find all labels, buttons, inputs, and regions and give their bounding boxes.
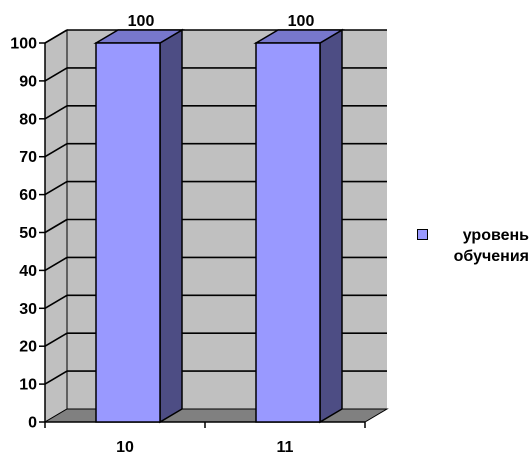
gridline-side	[44, 370, 68, 385]
gridline-side	[44, 143, 68, 158]
x-tick-label: 11	[277, 439, 294, 456]
y-tick-label: 0	[28, 415, 37, 432]
bar-side	[319, 28, 343, 424]
legend-label: уровень обучения	[453, 227, 529, 265]
gridline-side	[44, 294, 68, 309]
bar-front	[255, 42, 321, 423]
bar	[253, 28, 345, 424]
y-tick-label: 10	[19, 377, 37, 394]
gridline-side	[44, 218, 68, 234]
gridline-side	[44, 105, 68, 120]
gridline-side	[44, 332, 68, 347]
legend-swatch	[417, 229, 428, 240]
labels: 0 10 20 30 40 50 60 70 80 90 100 10 11 100 100	[10, 13, 314, 456]
gridline-side	[44, 29, 68, 44]
gridline-side	[44, 256, 68, 272]
x-tick-label: 10	[116, 439, 134, 456]
y-tick-label: 50	[19, 225, 37, 242]
y-tick-label: 80	[19, 111, 37, 128]
bar-front	[95, 42, 161, 423]
bar-side	[159, 28, 183, 424]
y-tick-label: 100	[10, 36, 37, 53]
y-tick-label: 30	[19, 301, 37, 318]
y-tick-label: 60	[19, 187, 37, 204]
data-label: 100	[288, 13, 315, 30]
gridline-side	[44, 180, 68, 196]
bar	[93, 28, 185, 424]
y-tick-label: 70	[19, 149, 37, 166]
y-tick-label: 90	[19, 73, 37, 90]
bars	[93, 28, 345, 424]
y-tick-label: 40	[19, 263, 37, 280]
gridline-side	[44, 67, 68, 82]
data-label: 100	[128, 13, 155, 30]
y-tick-label: 20	[19, 339, 37, 356]
